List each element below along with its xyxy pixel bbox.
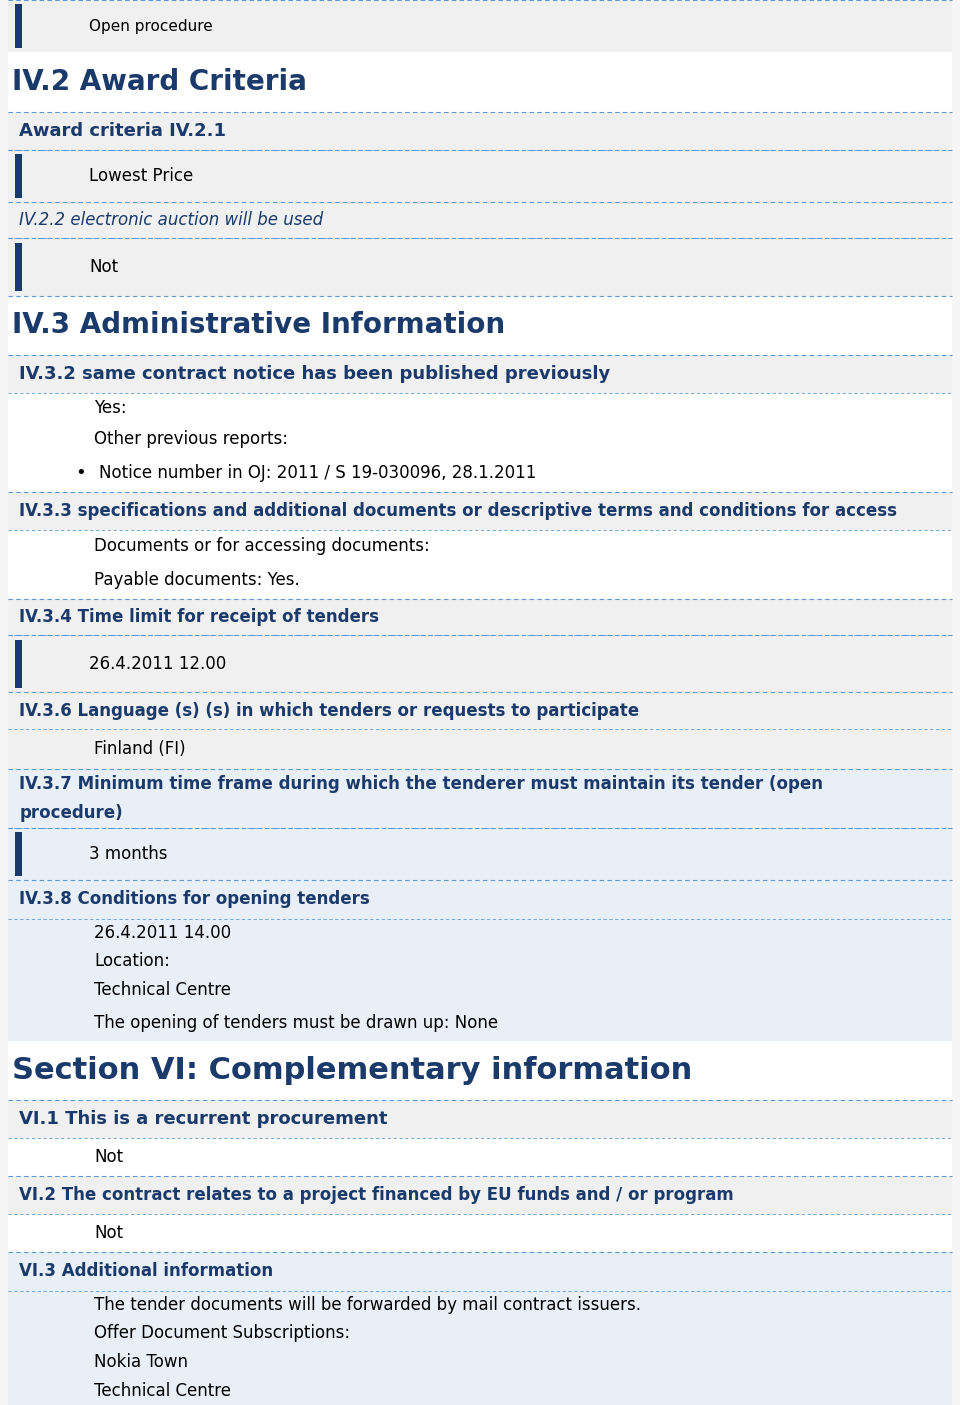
- Text: IV.3.8 Conditions for opening tenders: IV.3.8 Conditions for opening tenders: [19, 891, 370, 909]
- Bar: [8, 1291, 952, 1319]
- Bar: [8, 635, 952, 693]
- Text: Lowest Price: Lowest Price: [89, 167, 194, 185]
- Text: Open procedure: Open procedure: [89, 18, 213, 34]
- Text: IV.2.2 electronic auction will be used: IV.2.2 electronic auction will be used: [19, 211, 324, 229]
- Bar: [8, 454, 952, 492]
- Bar: [8, 1252, 952, 1291]
- Text: Payable documents: Yes.: Payable documents: Yes.: [94, 570, 300, 589]
- Text: Not: Not: [94, 1224, 123, 1242]
- Bar: [8, 0, 952, 52]
- Text: IV.3.2 same contract notice has been published previously: IV.3.2 same contract notice has been pub…: [19, 365, 611, 384]
- Bar: [8, 1214, 952, 1252]
- Text: Nokia Town: Nokia Town: [94, 1353, 188, 1371]
- Text: Award criteria IV.2.1: Award criteria IV.2.1: [19, 122, 227, 139]
- Text: VI.3 Additional information: VI.3 Additional information: [19, 1263, 274, 1280]
- Text: The tender documents will be forwarded by mail contract issuers.: The tender documents will be forwarded b…: [94, 1295, 641, 1314]
- Text: VI.1 This is a recurrent procurement: VI.1 This is a recurrent procurement: [19, 1110, 388, 1128]
- Text: Technical Centre: Technical Centre: [94, 1381, 231, 1399]
- Text: IV.3.3 specifications and additional documents or descriptive terms and conditio: IV.3.3 specifications and additional doc…: [19, 502, 898, 520]
- Bar: [15, 4, 22, 48]
- Bar: [8, 1100, 952, 1138]
- Text: 26.4.2011 14.00: 26.4.2011 14.00: [94, 924, 231, 941]
- Bar: [8, 1319, 952, 1347]
- Text: 26.4.2011 12.00: 26.4.2011 12.00: [89, 655, 227, 673]
- Text: Other previous reports:: Other previous reports:: [94, 430, 288, 448]
- Text: procedure): procedure): [19, 804, 123, 822]
- Text: Finland (FI): Finland (FI): [94, 740, 185, 757]
- Text: IV.2 Award Criteria: IV.2 Award Criteria: [12, 67, 306, 96]
- Bar: [8, 976, 952, 1005]
- Bar: [8, 202, 952, 239]
- Text: 3 months: 3 months: [89, 846, 168, 863]
- Text: Not: Not: [89, 259, 118, 275]
- Bar: [8, 423, 952, 454]
- Bar: [15, 639, 22, 688]
- Bar: [8, 295, 952, 355]
- Bar: [8, 947, 952, 976]
- Bar: [8, 150, 952, 202]
- Bar: [8, 1005, 952, 1041]
- Text: IV.3 Administrative Information: IV.3 Administrative Information: [12, 312, 505, 339]
- Bar: [8, 1138, 952, 1176]
- Text: Location:: Location:: [94, 953, 170, 971]
- Bar: [8, 769, 952, 828]
- Bar: [8, 52, 952, 111]
- Text: VI.2 The contract relates to a project financed by EU funds and / or program: VI.2 The contract relates to a project f…: [19, 1186, 734, 1204]
- Text: Notice number in OJ: 2011 / S 19-030096, 28.1.2011: Notice number in OJ: 2011 / S 19-030096,…: [99, 464, 537, 482]
- Bar: [8, 599, 952, 635]
- Bar: [8, 881, 952, 919]
- Text: Yes:: Yes:: [94, 399, 127, 417]
- Bar: [8, 561, 952, 599]
- Bar: [8, 393, 952, 423]
- Bar: [8, 693, 952, 729]
- Bar: [8, 239, 952, 295]
- Text: IV.3.4 Time limit for receipt of tenders: IV.3.4 Time limit for receipt of tenders: [19, 608, 379, 627]
- Bar: [8, 1176, 952, 1214]
- Bar: [8, 828, 952, 881]
- Bar: [8, 530, 952, 561]
- Text: IV.3.7 Minimum time frame during which the tenderer must maintain its tender (op: IV.3.7 Minimum time frame during which t…: [19, 774, 824, 792]
- Bar: [15, 832, 22, 877]
- Text: Documents or for accessing documents:: Documents or for accessing documents:: [94, 537, 430, 555]
- Bar: [8, 1377, 952, 1405]
- Text: Section VI: Complementary information: Section VI: Complementary information: [12, 1055, 692, 1085]
- Bar: [8, 355, 952, 393]
- Bar: [8, 1041, 952, 1100]
- Bar: [8, 111, 952, 150]
- Text: IV.3.6 Language (s) (s) in which tenders or requests to participate: IV.3.6 Language (s) (s) in which tenders…: [19, 701, 639, 719]
- Text: Offer Document Subscriptions:: Offer Document Subscriptions:: [94, 1325, 350, 1342]
- Bar: [8, 919, 952, 947]
- Bar: [8, 492, 952, 530]
- Bar: [8, 1347, 952, 1377]
- Text: Technical Centre: Technical Centre: [94, 981, 231, 999]
- Bar: [15, 243, 22, 291]
- Bar: [8, 729, 952, 769]
- Text: Not: Not: [94, 1148, 123, 1166]
- Bar: [15, 155, 22, 198]
- Text: The opening of tenders must be drawn up: None: The opening of tenders must be drawn up:…: [94, 1013, 498, 1031]
- Text: •: •: [75, 464, 85, 482]
